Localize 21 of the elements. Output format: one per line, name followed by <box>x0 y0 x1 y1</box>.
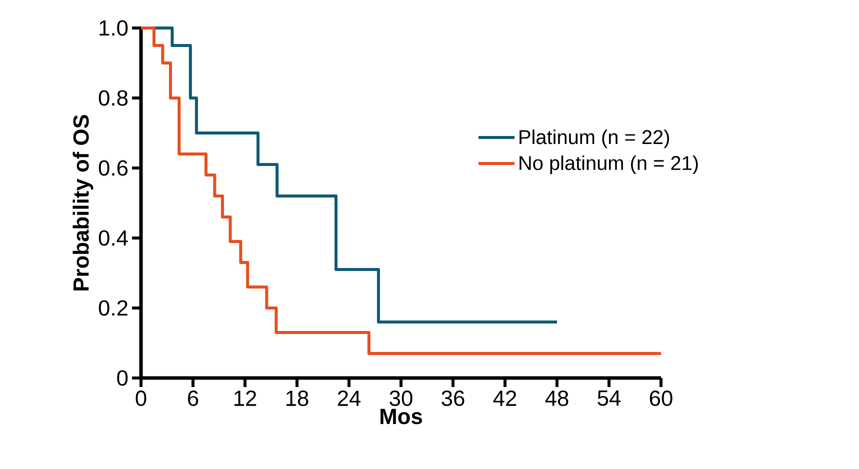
x-tick-label: 12 <box>234 390 256 406</box>
legend-label: Platinum (n = 22) <box>520 130 669 148</box>
x-tick-label: 42 <box>493 390 516 406</box>
y-tick-label: 1.0 <box>100 20 128 36</box>
x-tick-label: 48 <box>545 390 568 406</box>
y-tick-label: 0.6 <box>98 160 128 176</box>
x-tick-label: 18 <box>286 390 308 406</box>
x-tick-label: 6 <box>188 390 198 406</box>
x-tick-label: 24 <box>338 390 361 406</box>
legend-label: No platinum (n = 21) <box>520 155 698 174</box>
y-tick-label: 0 <box>117 370 128 386</box>
x-tick-label: 30 <box>390 390 412 406</box>
x-tick-label: 0 <box>136 390 146 406</box>
y-tick-label: 0.2 <box>98 300 128 316</box>
x-axis-title: Mos <box>380 408 422 424</box>
y-axis-title: Probability of OS <box>72 114 94 290</box>
y-tick-label: 0.4 <box>98 230 128 246</box>
x-tick-label: 36 <box>442 390 464 406</box>
x-tick-label: 60 <box>650 390 672 406</box>
y-tick-label: 0.8 <box>98 90 128 106</box>
x-tick-label: 54 <box>598 390 621 406</box>
